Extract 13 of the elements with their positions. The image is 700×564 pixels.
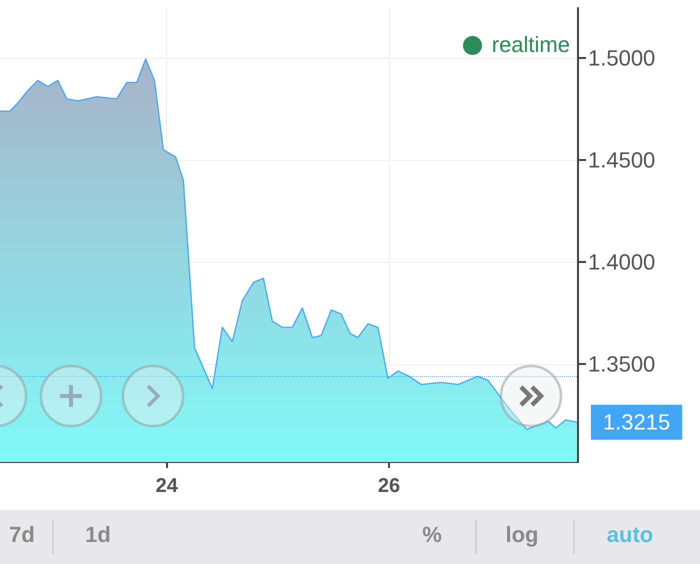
text: % bbox=[422, 522, 442, 548]
text: log bbox=[506, 522, 538, 548]
x-tick-label: 26 bbox=[378, 475, 400, 497]
text: auto bbox=[606, 522, 654, 548]
annotation: 1.3215 bbox=[602, 410, 670, 435]
y-tick-label: 1.3500 bbox=[588, 352, 656, 377]
text: 1d bbox=[85, 522, 111, 548]
y-tick-label: 1.5000 bbox=[588, 45, 656, 70]
text: 7d bbox=[9, 522, 35, 548]
annotation: realtime bbox=[492, 32, 570, 58]
y-tick-label: 1.4500 bbox=[588, 148, 656, 173]
x-tick-label: 24 bbox=[156, 475, 179, 497]
y-tick-label: 1.4000 bbox=[588, 250, 656, 275]
